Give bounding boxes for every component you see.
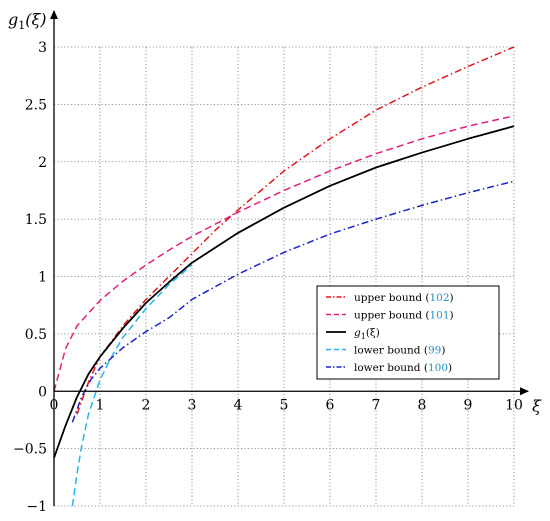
series-line-1 <box>53 115 515 392</box>
x-tick-label: 2 <box>142 397 151 413</box>
x-tick-label: 3 <box>188 397 197 413</box>
y-axis-label-arg: (ξ) <box>25 10 46 29</box>
x-tick-label: 4 <box>234 397 243 413</box>
legend-label-1: upper bound (101) <box>354 310 454 322</box>
y-axis-label: g1(ξ) <box>8 10 47 32</box>
legend-label-3: lower bound (99) <box>354 345 445 357</box>
legend-label-4: lower bound (100) <box>354 362 452 374</box>
series-line-4 <box>71 180 515 423</box>
y-tick-label: 1 <box>38 270 47 286</box>
series-line-2 <box>53 125 515 459</box>
series-line-3 <box>71 264 193 507</box>
tick-labels: 0 1 2 3 4 5 6 7 8 9 10 −1 −0.5 0 0.5 1 1.5 2 2.5 3 <box>13 40 523 515</box>
y-tick-label: 1.5 <box>25 212 47 228</box>
y-tick-label: −1 <box>26 499 47 515</box>
plot-series <box>53 46 515 507</box>
legend: upper bound (102) upper bound (101) g1(ξ) l… <box>316 285 500 380</box>
y-tick-label: 2.5 <box>25 97 47 113</box>
x-tick-label: 10 <box>505 397 523 413</box>
y-tick-label: −0.5 <box>13 442 47 458</box>
x-tick-label: 0 <box>50 397 59 413</box>
x-tick-label: 8 <box>418 397 427 413</box>
y-axis-label-base: g <box>8 10 18 29</box>
y-tick-label: 3 <box>38 40 47 56</box>
legend-label-2: g1(ξ) <box>354 327 380 341</box>
x-tick-label: 6 <box>326 397 335 413</box>
y-tick-label: 0 <box>38 384 47 400</box>
grid <box>53 46 515 507</box>
axes <box>50 10 529 506</box>
y-axis-label-sub: 1 <box>18 19 25 32</box>
x-tick-label: 7 <box>372 397 381 413</box>
y-tick-label: 0.5 <box>25 327 47 343</box>
x-axis-label: ξ <box>532 396 542 415</box>
legend-box <box>316 285 500 380</box>
x-tick-label: 5 <box>280 397 289 413</box>
legend-label-0: upper bound (102) <box>354 292 454 304</box>
x-tick-label: 9 <box>464 397 473 413</box>
y-tick-label: 2 <box>38 155 47 171</box>
x-tick-label: 1 <box>96 397 105 413</box>
